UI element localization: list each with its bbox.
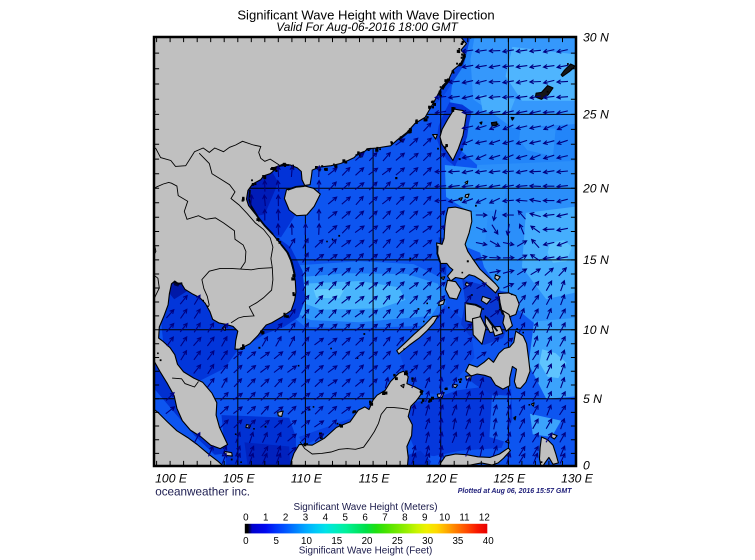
svg-text:35: 35 [452, 536, 463, 547]
svg-text:Plotted at Aug 06, 2016 15:57: Plotted at Aug 06, 2016 15:57 GMT [458, 488, 572, 495]
svg-text:20: 20 [362, 536, 373, 547]
svg-text:5: 5 [273, 536, 279, 547]
svg-text:7: 7 [382, 513, 387, 524]
svg-text:120 E: 120 E [426, 472, 459, 486]
svg-text:130 E: 130 E [561, 472, 594, 486]
svg-text:20 N: 20 N [582, 182, 609, 196]
svg-text:10 N: 10 N [583, 323, 609, 337]
svg-text:115 E: 115 E [359, 472, 391, 486]
svg-text:15 N: 15 N [583, 253, 609, 267]
svg-text:30: 30 [422, 536, 433, 547]
svg-text:Significant Wave Height with W: Significant Wave Height with Wave Direct… [237, 8, 494, 23]
svg-text:0: 0 [583, 458, 590, 472]
svg-text:11: 11 [459, 513, 469, 524]
svg-text:3: 3 [303, 513, 309, 524]
svg-text:8: 8 [402, 513, 408, 524]
svg-text:0: 0 [243, 536, 249, 547]
svg-text:10: 10 [439, 513, 450, 524]
svg-text:10: 10 [301, 536, 312, 547]
svg-text:5 N: 5 N [583, 392, 602, 406]
svg-text:9: 9 [422, 513, 427, 524]
svg-text:105 E: 105 E [223, 472, 256, 486]
svg-text:2: 2 [283, 513, 288, 524]
svg-text:5: 5 [343, 513, 349, 524]
svg-text:6: 6 [362, 513, 368, 524]
svg-text:100 E: 100 E [155, 472, 188, 486]
svg-text:25: 25 [392, 536, 403, 547]
svg-text:1: 1 [263, 513, 268, 524]
svg-text:40: 40 [483, 536, 494, 547]
svg-text:Significant Wave Height (Feet): Significant Wave Height (Feet) [299, 546, 433, 557]
svg-text:oceanweather inc.: oceanweather inc. [155, 485, 250, 498]
svg-text:Significant Wave Height (Meter: Significant Wave Height (Meters) [294, 502, 438, 513]
svg-text:0: 0 [243, 513, 249, 524]
svg-text:4: 4 [323, 513, 329, 524]
svg-text:25 N: 25 N [582, 108, 609, 122]
svg-text:12: 12 [479, 513, 490, 524]
svg-text:125 E: 125 E [493, 472, 526, 486]
svg-text:30 N: 30 N [583, 31, 609, 45]
svg-text:110 E: 110 E [291, 472, 323, 486]
svg-text:Valid For Aug-06-2016 18:00 GM: Valid For Aug-06-2016 18:00 GMT [276, 20, 458, 34]
svg-text:15: 15 [331, 536, 342, 547]
